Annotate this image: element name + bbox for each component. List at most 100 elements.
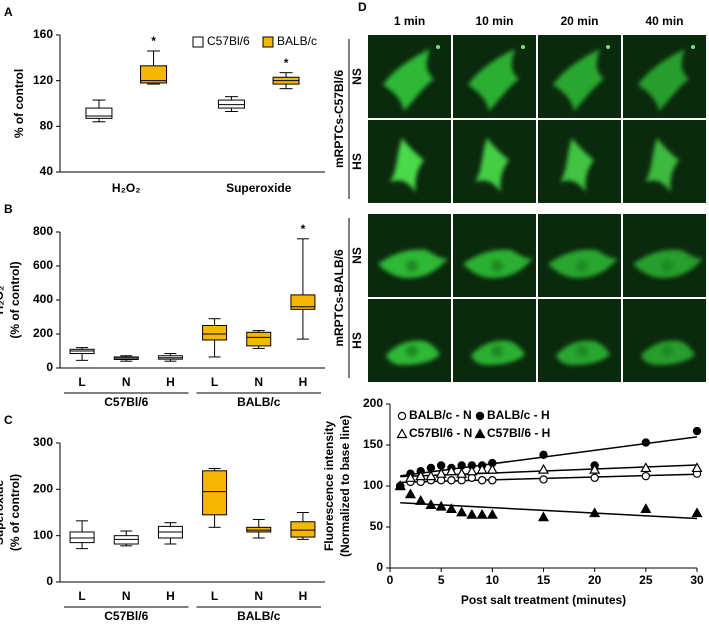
micrograph xyxy=(368,214,451,297)
group-label: C57Bl/6 xyxy=(104,609,148,623)
point xyxy=(486,463,498,474)
cell xyxy=(475,138,509,192)
legend-label: BALB/c - N xyxy=(409,408,472,422)
point xyxy=(425,499,437,509)
speck xyxy=(521,45,525,49)
legend-label: C57Bl/6 - H xyxy=(487,426,550,440)
group-label: mRPTCs-BALB/6 xyxy=(332,249,346,347)
y-tick-label: 100 xyxy=(33,528,53,542)
point xyxy=(404,472,416,482)
x-tick-label: N xyxy=(122,375,131,389)
point xyxy=(415,470,427,481)
y-tick-label: 0 xyxy=(46,360,53,374)
annotation: * xyxy=(284,56,289,70)
cell xyxy=(468,49,519,111)
legend-label: BALB/c - H xyxy=(487,408,550,422)
point xyxy=(589,463,601,474)
point xyxy=(691,507,703,518)
y-tick-label: 0 xyxy=(46,574,53,588)
x-tick-label: L xyxy=(211,589,218,603)
y-tick-label: 200 xyxy=(363,396,383,410)
micrograph xyxy=(623,120,706,203)
point xyxy=(488,476,497,485)
column-label: 10 min xyxy=(475,14,513,28)
nucleus xyxy=(491,260,503,272)
box xyxy=(290,294,316,310)
y-tick-label: 600 xyxy=(33,258,53,272)
micrograph-background xyxy=(623,299,706,382)
micrograph-background xyxy=(538,299,621,382)
point xyxy=(415,495,427,505)
x-tick-label: 20 xyxy=(588,573,602,587)
micrograph xyxy=(453,214,536,297)
point xyxy=(394,480,406,491)
cell xyxy=(638,49,689,111)
x-tick-label: L xyxy=(78,375,85,389)
x-tick-label: 30 xyxy=(690,573,704,587)
x-tick-label: H xyxy=(166,589,175,603)
point xyxy=(640,503,652,514)
micrograph xyxy=(368,35,451,118)
micrograph xyxy=(368,299,451,382)
x-tick-label: L xyxy=(211,375,218,389)
nucleus xyxy=(661,345,673,357)
legend-marker xyxy=(474,428,486,439)
point xyxy=(477,476,487,485)
y-tick-label: 40 xyxy=(40,164,54,178)
point xyxy=(640,462,652,473)
trend-line xyxy=(400,502,698,520)
point xyxy=(486,508,498,519)
y-axis-title: Superoxide xyxy=(0,480,6,546)
y-axis-title: (Normalized to base line) xyxy=(338,415,352,557)
y-tick-label: 200 xyxy=(33,482,53,496)
column-label: 1 min xyxy=(394,14,425,28)
cell xyxy=(645,138,679,192)
nucleus xyxy=(491,345,503,357)
point xyxy=(456,506,468,517)
legend-marker xyxy=(397,411,407,421)
y-tick-label: 50 xyxy=(370,519,384,533)
row-label: HS xyxy=(350,332,364,349)
legend-label: C57Bl/6 - N xyxy=(409,426,472,440)
x-tick-label: 5 xyxy=(438,573,445,587)
annotation: * xyxy=(301,222,306,236)
cell xyxy=(560,138,594,192)
speck xyxy=(606,45,610,49)
nucleus xyxy=(661,260,673,272)
x-tick-label: 25 xyxy=(639,573,653,587)
y-axis-title: (% of control) xyxy=(8,261,22,338)
column-label: 40 min xyxy=(645,14,683,28)
cell xyxy=(383,49,434,111)
point xyxy=(456,467,468,478)
micrograph xyxy=(538,120,621,203)
point xyxy=(537,463,550,474)
micrograph xyxy=(368,120,451,203)
point xyxy=(445,503,457,514)
point xyxy=(691,462,703,473)
x-tick-label: 15 xyxy=(537,573,551,587)
panel-label: B xyxy=(4,202,13,216)
x-tick-label: L xyxy=(78,589,85,603)
y-axis-title: Fluorescence intensity xyxy=(322,421,336,551)
point xyxy=(466,508,478,519)
micrograph xyxy=(453,299,536,382)
x-tick-label: 10 xyxy=(486,573,500,587)
micrograph-background xyxy=(453,299,536,382)
point xyxy=(476,463,488,474)
x-tick-label: H₂O₂ xyxy=(112,181,141,195)
point xyxy=(476,508,488,519)
trend-line xyxy=(400,436,698,477)
speck xyxy=(691,45,695,49)
x-tick-label: H xyxy=(299,375,308,389)
point xyxy=(447,476,456,485)
micrograph xyxy=(538,214,621,297)
box xyxy=(246,331,272,347)
point xyxy=(425,470,437,481)
box xyxy=(140,65,168,84)
panel-label: C xyxy=(4,413,13,427)
x-tick-label: N xyxy=(254,375,263,389)
point xyxy=(404,488,416,499)
point xyxy=(445,465,457,476)
micrograph xyxy=(623,35,706,118)
